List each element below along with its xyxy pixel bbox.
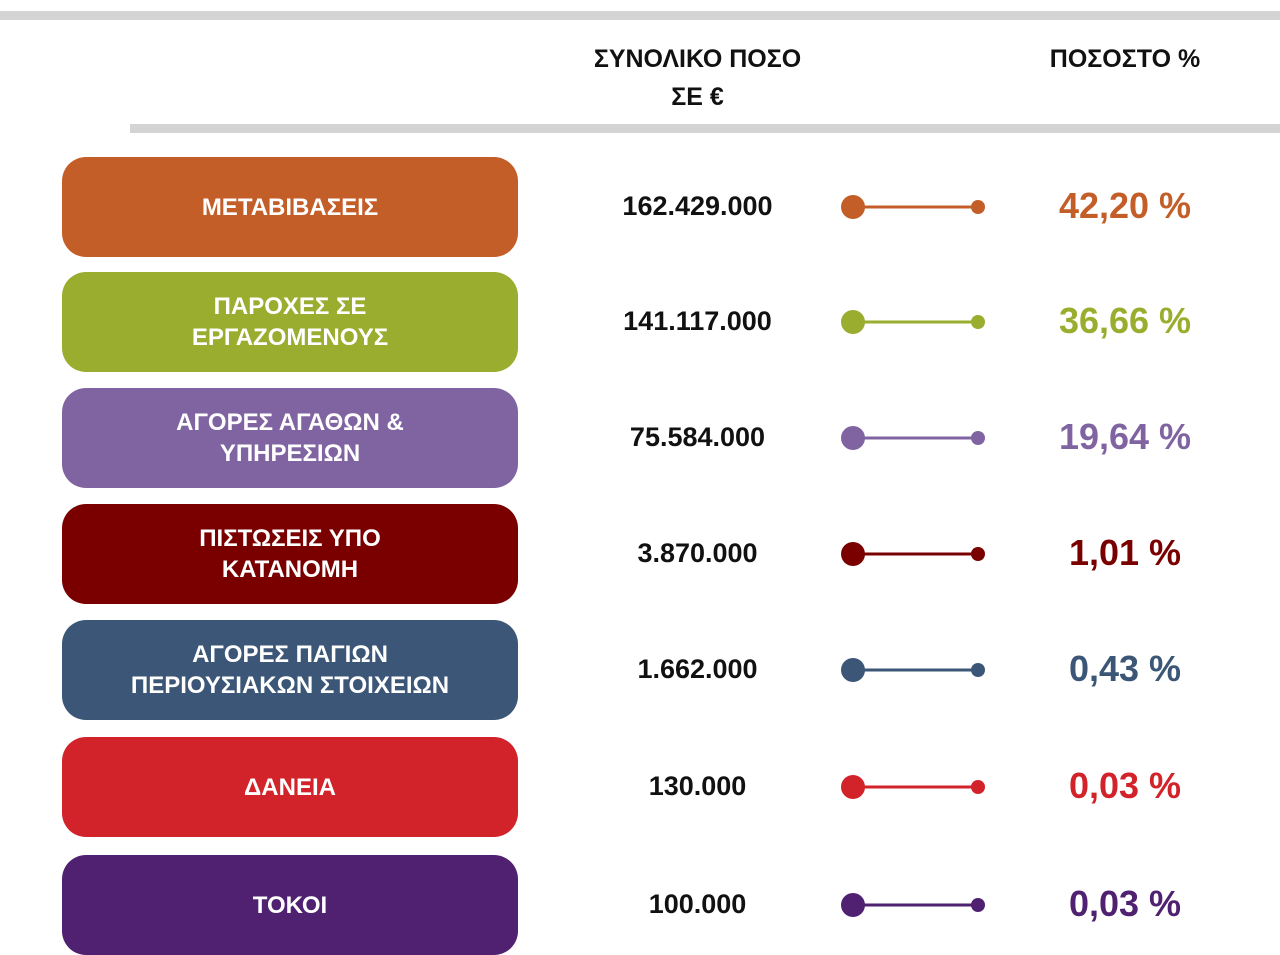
category-pill: ΔΑΝΕΙΑ: [62, 737, 518, 837]
percent: 0,03 %: [1068, 883, 1182, 924]
category-label: ΕΡΓΑΖΟΜΕΝΟΥΣ: [191, 324, 389, 351]
column-header: ΣΥΝΟΛΙΚΟ ΠΟΣΟ ΣΕ €: [560, 40, 835, 116]
amount: 162.429.000: [622, 191, 773, 221]
connector-end: [971, 315, 985, 329]
category-pill: ΑΓΟΡΕΣ ΑΓΑΘΩΝ & ΥΠΗΡΕΣΙΩΝ: [62, 388, 518, 488]
connector-start: [841, 775, 865, 799]
connector-start: [841, 426, 865, 450]
amount: 75.584.000: [629, 422, 766, 452]
category-label: ΔΑΝΕΙΑ: [244, 773, 336, 801]
connector-end: [971, 663, 985, 677]
category-label: ΠΕΡΙΟΥΣΙΑΚΩΝ ΣΤΟΙΧΕΙΩΝ: [130, 672, 450, 699]
connector-start: [841, 658, 865, 682]
connector-start: [841, 893, 865, 917]
header-line: ΠΟΣΟΣΤΟ %: [1049, 45, 1201, 73]
amount: 3.870.000: [637, 538, 758, 568]
category-label: ΑΓΟΡΕΣ ΑΓΑΘΩΝ &: [176, 409, 404, 436]
category-pill: ΠΑΡΟΧΕΣ ΣΕ ΕΡΓΑΖΟΜΕΝΟΥΣ: [62, 272, 518, 372]
category-pill: ΤΟΚΟΙ: [62, 855, 518, 955]
category-label: ΠΑΡΟΧΕΣ ΣΕ: [213, 293, 367, 320]
category-label: ΜΕΤΑΒΙΒΑΣΕΙΣ: [201, 193, 379, 221]
amount: 1.662.000: [637, 654, 758, 684]
connector-start: [841, 542, 865, 566]
column-header: ΠΟΣΟΣΤΟ %: [1010, 40, 1240, 78]
connector-end: [971, 780, 985, 794]
header-line: ΣΕ €: [671, 83, 724, 111]
category-label: ΥΠΗΡΕΣΙΩΝ: [219, 440, 361, 467]
category-label: ΚΑΤΑΝΟΜΗ: [221, 556, 359, 583]
category-pill: ΠΙΣΤΩΣΕΙΣ ΥΠΟ ΚΑΤΑΝΟΜΗ: [62, 504, 518, 604]
header-rule: [130, 124, 1280, 133]
percent: 36,66 %: [1058, 300, 1192, 341]
amount: 141.117.000: [623, 306, 772, 336]
top-rule: [0, 11, 1280, 20]
category-label: ΠΙΣΤΩΣΕΙΣ ΥΠΟ: [199, 525, 381, 552]
category-pill: ΜΕΤΑΒΙΒΑΣΕΙΣ: [62, 157, 518, 257]
amount: 100.000: [648, 889, 747, 919]
connector-start: [841, 310, 865, 334]
header-line: ΣΥΝΟΛΙΚΟ ΠΟΣΟ: [593, 45, 802, 73]
percent: 19,64 %: [1058, 416, 1192, 457]
connector-end: [971, 431, 985, 445]
category-label: ΤΟΚΟΙ: [252, 891, 328, 919]
percent: 1,01 %: [1068, 532, 1182, 573]
category-pill: ΑΓΟΡΕΣ ΠΑΓΙΩΝ ΠΕΡΙΟΥΣΙΑΚΩΝ ΣΤΟΙΧΕΙΩΝ: [62, 620, 518, 720]
percent: 0,03 %: [1068, 765, 1182, 806]
category-label: ΑΓΟΡΕΣ ΠΑΓΙΩΝ: [192, 641, 388, 668]
connector-end: [971, 200, 985, 214]
percent: 42,20 %: [1058, 185, 1192, 226]
percent: 0,43 %: [1068, 648, 1182, 689]
connector-end: [971, 547, 985, 561]
connector-start: [841, 195, 865, 219]
amount: 130.000: [648, 771, 747, 801]
connector-end: [971, 898, 985, 912]
